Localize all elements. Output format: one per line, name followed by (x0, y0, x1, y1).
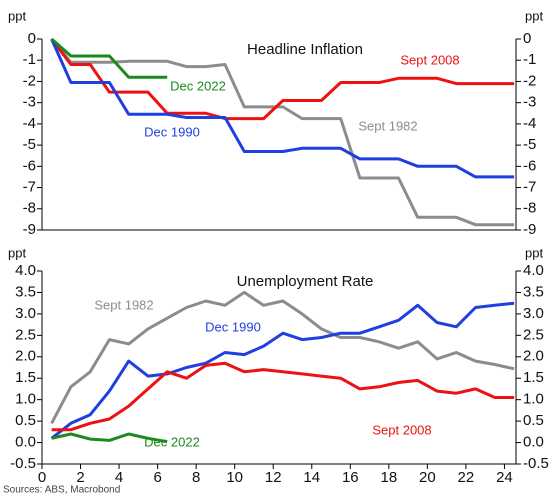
series-label: Sept 2008 (372, 422, 431, 437)
y-tick-label: 0 (28, 30, 36, 47)
y-tick-label: -5 (23, 136, 36, 153)
y2-tick-label: -6 (523, 157, 536, 174)
y-tick-label: 2.5 (15, 326, 36, 343)
y-axis-title: ppt (8, 245, 26, 260)
series-line (50, 38, 515, 227)
y-tick-label: -2 (23, 72, 36, 89)
source-note: Sources: ABS, Macrobond (3, 485, 120, 496)
x-tick-label: 22 (458, 469, 475, 486)
y-tick-label: 3.5 (15, 283, 36, 300)
x-tick-label: 18 (380, 469, 397, 486)
x-tick-label: 10 (226, 469, 243, 486)
x-tick-label: 14 (303, 469, 320, 486)
y2-tick-label: 2.5 (523, 326, 544, 343)
y-tick-label: 3.0 (15, 305, 36, 322)
y2-tick-label: 2.0 (523, 348, 544, 365)
y-tick-label: -8 (23, 200, 36, 217)
panel-title: Headline Inflation (247, 41, 363, 58)
y2-tick-label: 1.0 (523, 391, 544, 408)
y-tick-label: 0.0 (15, 434, 36, 451)
y2-tick-label: 0.0 (523, 434, 544, 451)
series-label: Dec 1990 (205, 319, 261, 334)
y2-tick-label: 3.5 (523, 283, 544, 300)
y-tick-label: 1.0 (15, 391, 36, 408)
y2-tick-label: -4 (523, 115, 536, 132)
y-tick-label: -0.5 (10, 455, 36, 472)
y-tick-label: 2.0 (15, 348, 36, 365)
x-tick-label: 12 (265, 469, 282, 486)
series-label: Dec 2022 (170, 78, 226, 93)
y-tick-label: -3 (23, 94, 36, 111)
y-tick-label: -4 (23, 115, 36, 132)
x-tick-label: 24 (496, 469, 513, 486)
panel-title: Unemployment Rate (237, 273, 374, 290)
y2-tick-label: 1.5 (523, 369, 544, 386)
series-label: Sept 2008 (400, 52, 459, 67)
series-line (51, 432, 168, 444)
y-tick-label: 1.5 (15, 369, 36, 386)
y2-tick-label: 3.0 (523, 305, 544, 322)
series-label: Sept 1982 (358, 118, 417, 133)
series-line (50, 38, 515, 121)
x-tick-label: 20 (419, 469, 436, 486)
y-axis-title: ppt (8, 8, 26, 23)
series-label: Dec 1990 (144, 124, 200, 139)
series-line (50, 290, 515, 425)
x-tick-label: 6 (153, 469, 161, 486)
y2-tick-label: -9 (523, 221, 536, 238)
y-tick-label: -9 (23, 221, 36, 238)
y2-tick-label: -5 (523, 136, 536, 153)
x-tick-label: 8 (192, 469, 200, 486)
x-tick-label: 16 (342, 469, 359, 486)
y2-axis-title: ppt (525, 245, 543, 260)
y-tick-label: 0.5 (15, 412, 36, 429)
y-tick-label: -7 (23, 179, 36, 196)
y2-tick-label: 0.5 (523, 412, 544, 429)
y2-tick-label: 0 (523, 30, 531, 47)
series-line (51, 361, 515, 432)
y-tick-label: -6 (23, 157, 36, 174)
series-line (50, 38, 515, 179)
y2-tick-label: -7 (523, 179, 536, 196)
y2-axis-title: ppt (525, 8, 543, 23)
y2-tick-label: -0.5 (523, 455, 549, 472)
x-tick-label: 4 (115, 469, 123, 486)
x-tick-label: 0 (38, 469, 46, 486)
series-line (50, 301, 515, 440)
series-label: Sept 1982 (94, 297, 153, 312)
y2-tick-label: -3 (523, 94, 536, 111)
y2-tick-label: 4.0 (523, 262, 544, 279)
series-label: Dec 2022 (144, 434, 200, 449)
y-tick-label: -1 (23, 51, 36, 68)
x-tick-label: 2 (76, 469, 84, 486)
y-tick-label: 4.0 (15, 262, 36, 279)
series-line (50, 37, 168, 79)
y2-tick-label: -1 (523, 51, 536, 68)
y2-tick-label: -8 (523, 200, 536, 217)
y2-tick-label: -2 (523, 72, 536, 89)
